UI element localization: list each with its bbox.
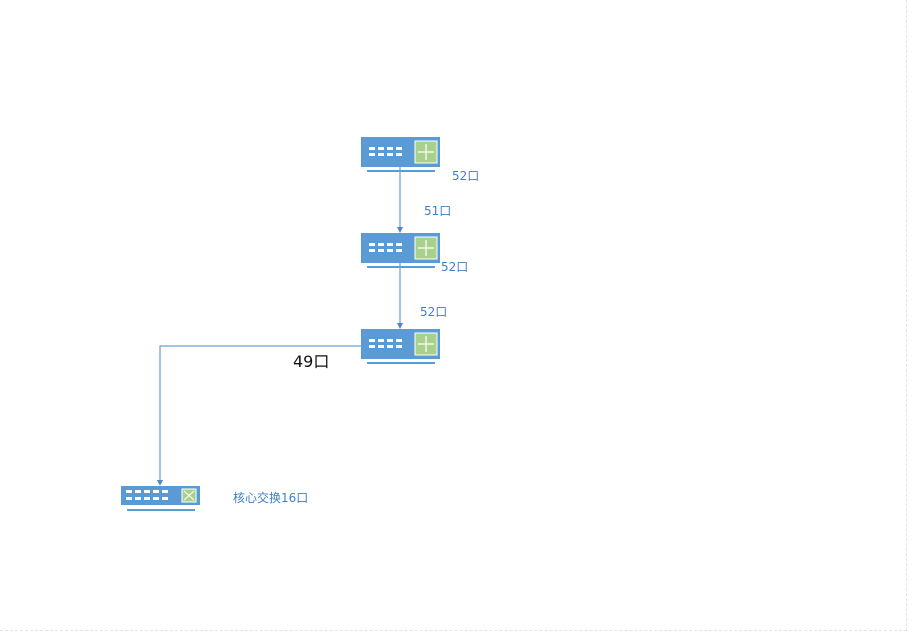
layer3-switch-icon[interactable] — [360, 328, 441, 365]
link-s3-core — [157, 345, 361, 486]
core-switch-icon[interactable] — [121, 486, 200, 511]
layer3-switch-icon[interactable] — [360, 232, 441, 269]
page-canvas — [0, 0, 907, 631]
port-label: 52口 — [420, 305, 448, 319]
core-switch-label: 核心交换16口 — [233, 491, 309, 505]
port-label: 52口 — [441, 260, 469, 274]
port-label: 52口 — [452, 169, 480, 183]
port-label: 51口 — [424, 204, 452, 218]
port-label: 49口 — [293, 352, 330, 371]
layer3-switch-icon[interactable] — [360, 136, 441, 173]
